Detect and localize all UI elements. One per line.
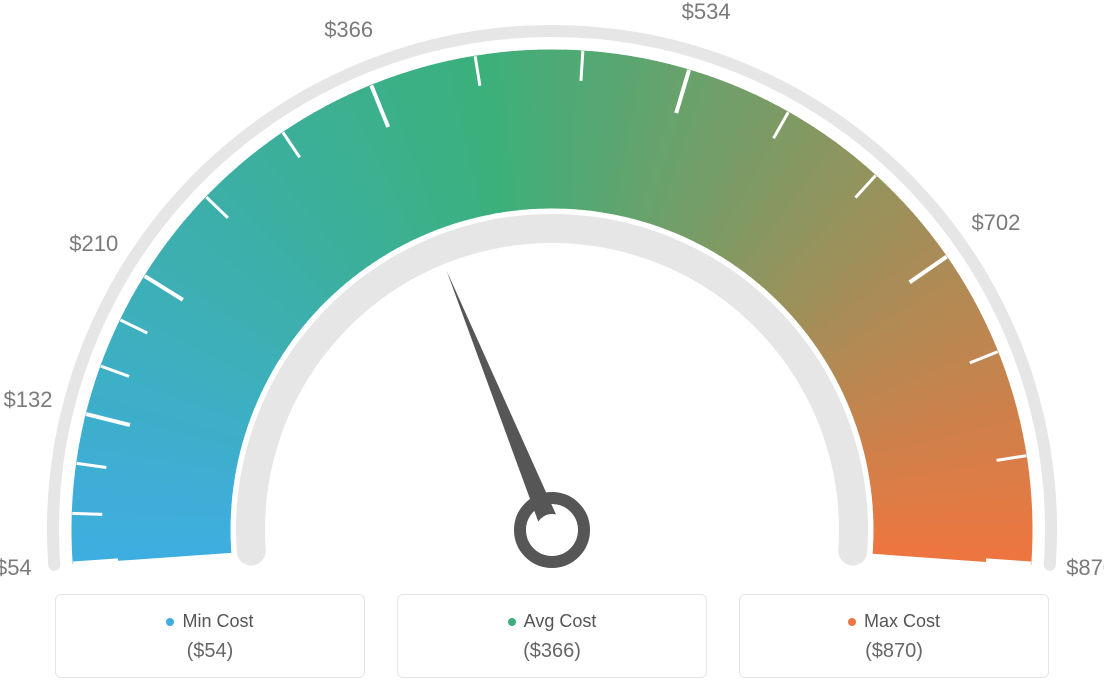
tick-label: $534 [682,0,731,25]
legend-card-min: Min Cost ($54) [55,594,365,678]
legend-avg-label: Avg Cost [524,611,597,632]
legend-row: Min Cost ($54) Avg Cost ($366) Max Cost … [0,594,1104,678]
gauge-chart: $54 $132 $210 $366 $534 $702 $870 [0,0,1104,580]
tick-label: $54 [0,555,32,581]
legend-min-label: Min Cost [182,611,253,632]
tick-label: $870 [1066,555,1104,581]
legend-avg-value: ($366) [398,640,706,663]
legend-max-label: Max Cost [864,611,940,632]
tick-label: $210 [69,231,118,257]
legend-min-top: Min Cost [56,611,364,632]
tick-label: $702 [971,210,1020,236]
gauge-svg [0,0,1104,580]
tick-label: $132 [3,387,52,413]
tick-label: $366 [324,17,373,43]
legend-avg-top: Avg Cost [398,611,706,632]
legend-max-value: ($870) [740,640,1048,663]
dot-min-icon [166,618,174,626]
legend-max-top: Max Cost [740,611,1048,632]
legend-card-max: Max Cost ($870) [739,594,1049,678]
dot-avg-icon [508,618,516,626]
legend-card-avg: Avg Cost ($366) [397,594,707,678]
dot-max-icon [848,618,856,626]
legend-min-value: ($54) [56,640,364,663]
